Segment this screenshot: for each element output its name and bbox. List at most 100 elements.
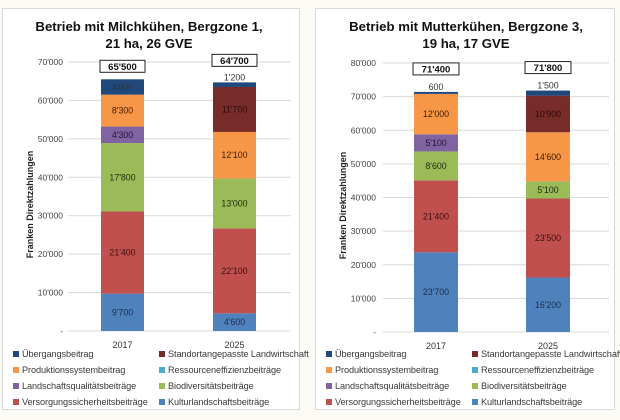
legend-label: Landschaftsqualitätsbeiträge [335, 380, 450, 391]
legend-label: Biodiversitätsbeiträge [168, 380, 254, 391]
bar-segment-standort [213, 86, 256, 132]
legend-label: Kulturlandschaftsbeiträge [481, 396, 583, 407]
data-label-versorgung: 21'400 [109, 248, 135, 258]
chart-title-line: 21 ha, 26 GVE [105, 36, 192, 51]
legend-mutterkuehe: Übergangsbeitrag Standortangepasste Landw… [326, 347, 620, 408]
legend-item-prod: Produktionssystembeitrag [13, 363, 159, 376]
legend-label: Versorgungssicherheitsbeiträge [22, 396, 148, 407]
legend-label: Produktionssystembeitrag [22, 364, 126, 375]
legend-item-ressource: Ressourceneffizienzbeiträge [159, 363, 298, 376]
data-label-uebergang: 1'500 [537, 81, 558, 91]
legend-item-lq: Landschaftsqualitätsbeiträge [326, 379, 472, 392]
legend-label: Versorgungssicherheitsbeiträge [335, 396, 461, 407]
y-tick-label: 40'000 [38, 172, 64, 182]
data-label-bio: 5'100 [537, 185, 558, 195]
bar-segment-uebergang [526, 90, 570, 96]
y-tick-label: 50'000 [351, 159, 377, 169]
chart-title-line: Betrieb mit Mutterkühen, Bergzone 3, [349, 19, 583, 34]
legend-label: Ressourceneffizienzbeiträge [168, 364, 282, 375]
legend-swatch [13, 350, 19, 357]
data-label-bio: 8'600 [425, 161, 446, 171]
data-label-lq: 5'100 [425, 138, 446, 148]
y-tick-label: 80'000 [351, 58, 377, 68]
bar-segment-lq [414, 134, 458, 152]
y-tick-label: 30'000 [351, 226, 377, 236]
data-label-kultur: 9'700 [112, 307, 133, 317]
legend-item-kultur: Kulturlandschaftsbeiträge [159, 395, 298, 408]
data-label-kultur: 23'700 [423, 287, 449, 297]
bar-segment-uebergang [101, 79, 144, 95]
bar-segment-prod [213, 131, 256, 179]
data-label-uebergang: 4'000 [112, 82, 133, 92]
bar-segment-bio [414, 151, 458, 181]
legend-item-ressource: Ressourceneffizienzbeiträge [472, 363, 611, 376]
bar-segment-kultur [526, 277, 570, 332]
legend-label: Standortangepasste Landwirtschaft [481, 348, 620, 359]
total-box [412, 62, 460, 76]
legend-label: Landschaftsqualitätsbeiträge [22, 380, 137, 391]
y-tick-label: 50'000 [38, 134, 64, 144]
data-label-kultur: 16'200 [535, 300, 561, 310]
legend-swatch [472, 350, 478, 357]
data-label-versorgung: 23'500 [535, 233, 561, 243]
chart-title-line: 19 ha, 17 GVE [422, 36, 509, 51]
data-label-bio: 13'000 [221, 198, 247, 208]
data-label-bio: 17'800 [109, 172, 135, 182]
legend-swatch [13, 366, 19, 373]
y-tick-label: 60'000 [38, 95, 64, 105]
data-label-uebergang: 600 [429, 82, 444, 92]
data-label-standort: 11'700 [222, 104, 248, 114]
total-label: 64'700 [220, 56, 249, 67]
bar-segment-versorgung [414, 180, 458, 253]
legend-swatch [472, 366, 478, 373]
bar-segment-kultur [414, 252, 458, 332]
y-axis-label: Franken Direktzahlungen [338, 152, 348, 260]
data-label-standort: 10'900 [535, 109, 561, 119]
legend-label: Produktionssystembeitrag [335, 364, 439, 375]
legend-item-kultur: Kulturlandschaftsbeiträge [472, 395, 611, 408]
bar-segment-prod [101, 94, 144, 127]
y-tick-label: 20'000 [38, 249, 64, 259]
x-tick-label: 2025 [538, 341, 558, 349]
legend-item-standort: Standortangepasste Landwirtschaft [159, 347, 309, 360]
legend-swatch [472, 382, 478, 389]
bar-segment-uebergang [414, 91, 458, 94]
legend-swatch [326, 366, 332, 373]
legend-item-uebergang: Übergangsbeitrag [326, 347, 472, 360]
legend-label: Kulturlandschaftsbeiträge [168, 396, 270, 407]
legend-label: Ressourceneffizienzbeiträge [481, 364, 595, 375]
legend-item-versorgung: Versorgungssicherheitsbeiträge [326, 395, 472, 408]
chart-panel-milchkuehe: Betrieb mit Milchkühen, Bergzone 1, 21 ha… [2, 8, 309, 410]
total-label: 71'400 [422, 64, 451, 75]
legend-item-prod: Produktionssystembeitrag [326, 363, 472, 376]
bar-segment-versorgung [101, 211, 144, 294]
y-tick-label: 10'000 [351, 293, 377, 303]
legend-swatch [159, 350, 165, 357]
data-label-prod: 8'300 [112, 106, 133, 116]
bar-segment-bio [101, 143, 144, 212]
y-tick-label: 70'000 [351, 92, 377, 102]
data-label-versorgung: 22'100 [221, 266, 247, 276]
bar-segment-prod [526, 132, 570, 182]
total-label: 71'800 [534, 63, 563, 74]
total-box [524, 61, 572, 75]
y-tick-label: 20'000 [351, 260, 377, 270]
legend-swatch [159, 366, 165, 373]
legend-item-standort: Standortangepasste Landwirtschaft [472, 347, 620, 360]
data-label-prod: 14'600 [535, 152, 561, 162]
y-tick-label: 10'000 [38, 288, 64, 298]
y-tick-label: 70'000 [38, 57, 64, 67]
bar-segment-kultur [213, 313, 256, 331]
total-box [99, 59, 146, 73]
legend-label: Biodiversitätsbeiträge [481, 380, 567, 391]
data-label-uebergang: 1'200 [224, 72, 245, 82]
y-axis-label: Franken Direktzahlungen [25, 151, 35, 259]
bar-segment-prod [414, 93, 458, 135]
bar-segment-versorgung [526, 198, 570, 278]
legend-item-bio: Biodiversitätsbeiträge [472, 379, 611, 392]
y-tick-label: - [373, 327, 376, 337]
chart-panel-mutterkuehe: Betrieb mit Mutterkühen, Bergzone 3, 19 h… [315, 8, 620, 410]
bar-segment-standort [526, 95, 570, 133]
legend-item-uebergang: Übergangsbeitrag [13, 347, 159, 360]
legend-swatch [159, 382, 165, 389]
